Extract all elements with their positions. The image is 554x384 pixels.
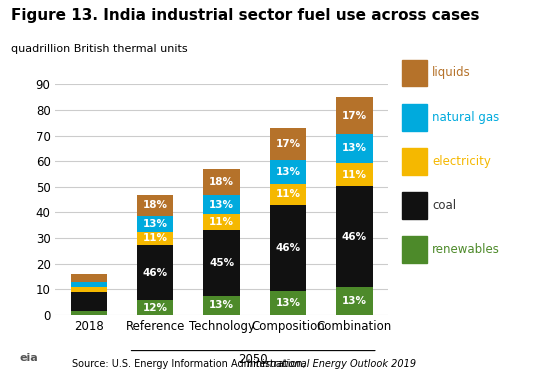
Text: 13%: 13% (342, 143, 367, 154)
Text: coal: coal (432, 199, 456, 212)
Text: 2050: 2050 (238, 353, 268, 366)
Text: 13%: 13% (209, 300, 234, 310)
Bar (336, 134, 373, 162)
Text: liquids: liquids (432, 66, 471, 79)
Text: 17%: 17% (275, 139, 301, 149)
Text: 13%: 13% (275, 167, 300, 177)
Bar (203, 230, 240, 296)
Text: 11%: 11% (209, 217, 234, 227)
Bar (270, 160, 306, 184)
Bar (336, 97, 373, 134)
Text: 17%: 17% (342, 111, 367, 121)
Bar (137, 232, 173, 245)
Text: electricity: electricity (432, 155, 491, 168)
Bar (203, 195, 240, 214)
Text: 12%: 12% (143, 303, 168, 313)
Text: 13%: 13% (143, 219, 168, 229)
Bar (203, 296, 240, 315)
Text: 13%: 13% (209, 200, 234, 210)
Text: 18%: 18% (209, 177, 234, 187)
Text: 11%: 11% (275, 189, 300, 199)
Bar (70, 292, 107, 311)
Text: Figure 13. India industrial sector fuel use across cases: Figure 13. India industrial sector fuel … (11, 8, 480, 23)
Text: 13%: 13% (275, 298, 300, 308)
Text: 46%: 46% (342, 232, 367, 242)
Bar (70, 274, 107, 282)
Bar (336, 187, 373, 286)
Bar (70, 282, 107, 288)
Bar (70, 311, 107, 315)
Text: 11%: 11% (143, 233, 168, 243)
Bar (336, 286, 373, 315)
Text: 18%: 18% (143, 200, 168, 210)
Text: International Energy Outlook 2019: International Energy Outlook 2019 (247, 359, 416, 369)
Text: 11%: 11% (342, 169, 367, 180)
Text: 46%: 46% (275, 243, 301, 253)
Text: 13%: 13% (342, 296, 367, 306)
Text: 45%: 45% (209, 258, 234, 268)
Bar (336, 162, 373, 187)
Text: quadrillion British thermal units: quadrillion British thermal units (11, 44, 188, 54)
Bar (270, 184, 306, 205)
Text: Source: U.S. Energy Information Administration,: Source: U.S. Energy Information Administ… (72, 359, 309, 369)
Bar (70, 288, 107, 292)
Bar (203, 214, 240, 230)
Bar (270, 128, 306, 160)
Bar (137, 195, 173, 216)
Text: 46%: 46% (142, 268, 168, 278)
Text: eia: eia (19, 353, 38, 363)
Bar (270, 205, 306, 291)
Bar (137, 245, 173, 300)
Bar (137, 216, 173, 232)
Text: natural gas: natural gas (432, 111, 499, 124)
Bar (270, 291, 306, 315)
Bar (203, 169, 240, 195)
Text: renewables: renewables (432, 243, 500, 256)
Bar (137, 300, 173, 315)
